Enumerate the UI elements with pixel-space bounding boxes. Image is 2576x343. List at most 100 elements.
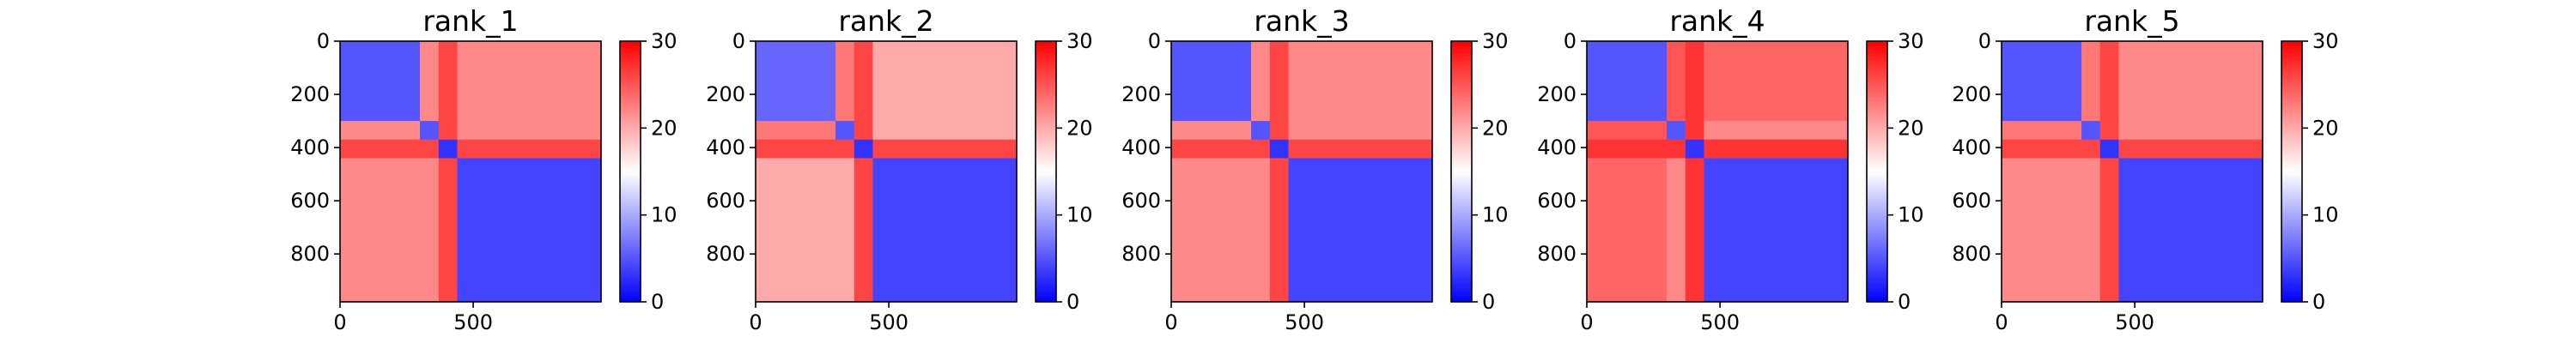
colorbar-tick-label: 0 [1482,290,1495,314]
heatmap-cell [1288,121,1433,141]
heatmap-cell [1269,41,1289,122]
heatmap-cell [1704,158,1849,303]
heatmap-cell [872,158,1018,303]
x-tick-label: 500 [869,310,908,334]
y-tick-label: 0 [317,29,330,53]
heatmap-cell [420,158,440,303]
colorbar-frame [1866,40,1888,303]
x-tick-label: 500 [1700,310,1740,334]
heatmap-panel-2: rank_2 0 200 400 600 800 0 500 0 10 20 30 [706,4,1092,334]
heatmap-cell [457,158,602,303]
y-tick-label: 800 [706,242,745,266]
plot-frame [2001,40,2263,303]
y-tick-label: 200 [290,82,330,106]
heatmap-cell [756,139,836,159]
colorbar [1036,41,1056,302]
heatmap-cell [457,41,602,122]
heatmap-cell [1704,121,1849,141]
x-tick-label: 0 [333,310,346,334]
heatmap-cell [340,121,421,141]
heatmap-cell [2081,139,2101,159]
heatmap-cell [1251,41,1271,122]
colorbar-tick-label: 0 [1898,290,1911,314]
colorbar [1451,41,1472,302]
heatmap-cell [420,139,440,159]
heatmap-cell [854,121,873,141]
colorbar-frame [1450,40,1473,303]
colorbar-tick-label: 20 [1066,116,1093,140]
heatmap-cell [2118,41,2263,122]
heatmap-panel-5: rank_5 0 200 400 600 800 0 500 0 10 20 30 [1952,4,2338,334]
heatmap-cell [2002,41,2082,122]
heatmap-cell [835,41,855,122]
heatmap-cell [2099,139,2119,159]
heatmap-cell [1667,158,1686,303]
colorbar [620,41,641,302]
heatmap-cell [1587,139,1668,159]
heatmap-cell [1685,158,1704,303]
x-tick-label: 0 [749,310,762,334]
colorbar [1867,41,1887,302]
colorbar-tick-label: 20 [1898,116,1924,140]
y-tick-label: 400 [1952,135,1991,159]
heatmap-cell [2118,139,2263,159]
heatmap-cell [1171,121,1252,141]
panel-title: rank_5 [2084,4,2179,38]
y-tick-label: 600 [706,189,745,213]
heatmap-cell [1704,41,1849,122]
heatmap-cell [2002,121,2082,141]
plot-frame [339,40,602,303]
colorbar-tick-label: 0 [651,290,664,314]
heatmap-cell [2002,158,2082,303]
heatmap-cell [854,158,873,303]
colorbar-frame [1035,40,1057,303]
y-tick-label: 800 [290,242,330,266]
y-tick-label: 800 [1121,242,1161,266]
y-tick-label: 0 [732,29,745,53]
heatmap-cell [1251,121,1271,141]
heatmap-cell [340,41,421,122]
heatmap-cell [2118,121,2263,141]
heatmap-cell [2099,158,2119,303]
plot-frame [755,40,1018,303]
heatmap-cell [1269,139,1289,159]
heatmap-cell [2118,158,2263,303]
y-tick-label: 600 [1537,189,1577,213]
y-tick-label: 400 [1121,135,1161,159]
heatmap-cell [438,41,458,122]
y-tick-label: 400 [1537,135,1577,159]
heatmap-panel-4: rank_4 0 200 400 600 800 0 500 0 10 20 30 [1537,4,1923,334]
x-tick-label: 500 [453,310,493,334]
colorbar-tick-label: 10 [1482,203,1509,227]
heatmap-cell [835,121,855,141]
heatmap-cell [756,41,836,122]
heatmap-cell [340,139,421,159]
heatmap-cell [872,139,1018,159]
heatmap-cell [1288,139,1433,159]
heatmap-cell [2099,121,2119,141]
heatmap-cell [1685,121,1704,141]
plot-frame [1170,40,1433,303]
heatmap-cell [1171,139,1252,159]
colorbar-tick-label: 0 [2312,290,2325,314]
heatmap-cell [872,121,1018,141]
panel-title: rank_2 [838,4,933,38]
heatmap-cell [1667,41,1686,122]
heatmap-cell [420,121,440,141]
colorbar-tick-label: 20 [651,116,677,140]
heatmap-cell [756,158,836,303]
heatmap-cell [1251,158,1271,303]
y-tick-label: 200 [1952,82,1991,106]
heatmap-cell [835,139,855,159]
y-tick-label: 200 [1121,82,1161,106]
colorbar-tick-label: 30 [1898,29,1924,53]
heatmap-cell [1667,139,1686,159]
heatmap-cell [457,121,602,141]
heatmap-cell [2002,139,2082,159]
heatmap-cell [2099,41,2119,122]
x-tick-label: 500 [2115,310,2154,334]
y-tick-label: 200 [706,82,745,106]
heatmap-cell [1587,121,1668,141]
x-tick-label: 0 [1995,310,2008,334]
